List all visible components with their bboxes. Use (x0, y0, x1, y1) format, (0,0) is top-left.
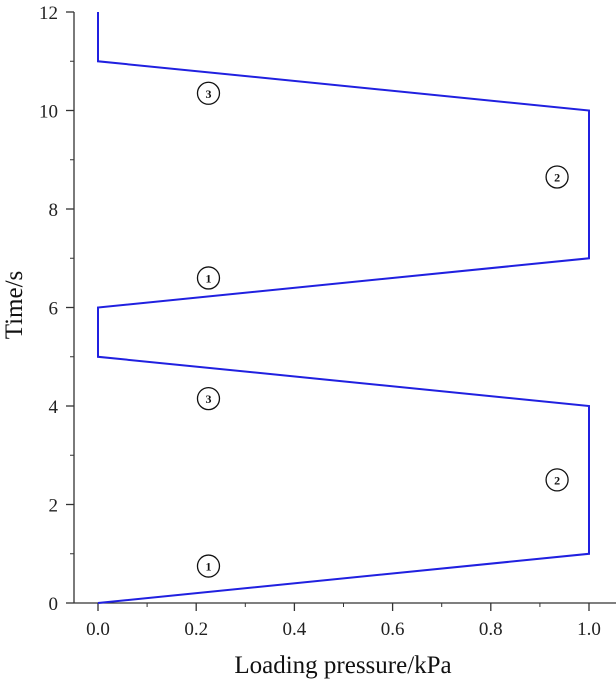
annotation-circle (545, 165, 569, 189)
y-axis-title: Time/s (1, 271, 28, 340)
y-tick-label: 4 (49, 397, 59, 418)
x-ticks: 0.0 0.2 0.4 0.6 0.8 1.0 (86, 603, 601, 640)
y-tick-label: 12 (39, 3, 58, 24)
x-tick-label: 1.0 (577, 619, 601, 640)
series (97, 12, 590, 604)
x-tick-label: 0.0 (86, 619, 110, 640)
x-tick-label: 0.8 (479, 619, 503, 640)
y-tick-label: 2 (49, 496, 59, 517)
axes (73, 12, 616, 604)
annotation-label: 2 (554, 170, 560, 184)
annotation-circle (196, 386, 221, 411)
y-tick-label: 0 (49, 594, 59, 615)
annotation-label: 3 (205, 87, 211, 101)
annotation-circle (196, 554, 221, 578)
x-axis-title: Loading pressure/kPa (234, 652, 451, 679)
annotation-label: 2 (554, 473, 560, 487)
series-line (97, 12, 590, 604)
annotation-circle (196, 266, 221, 290)
x-tick-label: 0.4 (283, 619, 307, 640)
annotation-label: 1 (205, 271, 211, 285)
annotations: 1 2 3 1 2 3 (196, 81, 569, 578)
y-ticks: 0 2 4 6 8 10 12 (39, 3, 74, 615)
x-tick-label: 0.6 (381, 619, 405, 640)
y-tick-label: 8 (49, 200, 59, 221)
x-tick-label: 0.2 (184, 619, 208, 640)
annotation-circle (545, 468, 569, 492)
annotation-label: 3 (205, 392, 211, 406)
annotation-label: 1 (205, 560, 211, 574)
y-tick-label: 10 (39, 102, 58, 123)
annotation-circle (196, 81, 221, 105)
y-tick-label: 6 (49, 299, 59, 320)
